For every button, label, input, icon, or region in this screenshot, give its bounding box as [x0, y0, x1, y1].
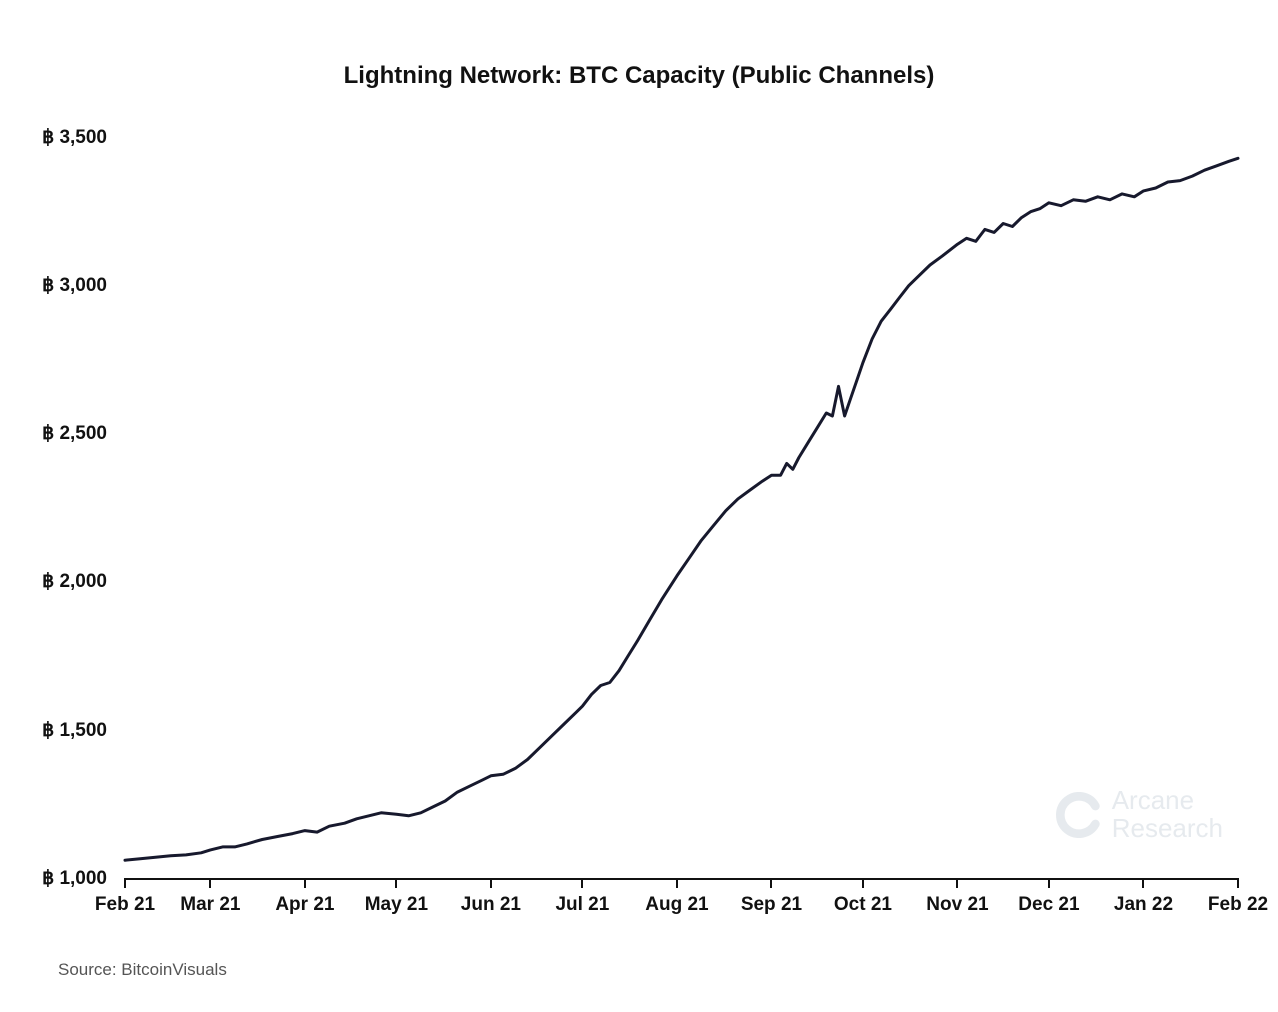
y-tick-label: ฿ 1,500: [0, 719, 107, 742]
x-tick-mark: [490, 878, 492, 888]
chart-title: Lightning Network: BTC Capacity (Public …: [0, 62, 1278, 90]
x-tick-label: Feb 21: [95, 894, 155, 916]
x-tick-mark: [770, 878, 772, 888]
x-tick-mark: [676, 878, 678, 888]
x-tick-mark: [1048, 878, 1050, 888]
x-tick-label: Apr 21: [275, 894, 334, 916]
x-tick-mark: [124, 878, 126, 888]
x-tick-label: Jul 21: [555, 894, 609, 916]
x-tick-mark: [862, 878, 864, 888]
x-tick-mark: [956, 878, 958, 888]
watermark-text: Arcane Research: [1112, 787, 1223, 842]
x-tick-mark: [1142, 878, 1144, 888]
x-tick-mark: [581, 878, 583, 888]
y-tick-label: ฿ 3,500: [0, 126, 107, 149]
x-tick-mark: [1237, 878, 1239, 888]
chart-container: Lightning Network: BTC Capacity (Public …: [0, 0, 1278, 1012]
x-tick-label: May 21: [365, 894, 428, 916]
x-tick-label: Jan 22: [1114, 894, 1173, 916]
x-tick-label: Mar 21: [180, 894, 240, 916]
x-tick-mark: [395, 878, 397, 888]
y-tick-label: ฿ 2,000: [0, 570, 107, 593]
x-tick-label: Jun 21: [461, 894, 521, 916]
plot-area: [125, 108, 1238, 880]
watermark-line1: Arcane: [1112, 787, 1223, 814]
x-tick-mark: [209, 878, 211, 888]
source-label: Source: BitcoinVisuals: [58, 960, 227, 980]
y-tick-label: ฿ 2,500: [0, 422, 107, 445]
x-tick-mark: [304, 878, 306, 888]
y-tick-label: ฿ 1,000: [0, 867, 107, 890]
x-tick-label: Dec 21: [1018, 894, 1079, 916]
watermark: Arcane Research: [1056, 787, 1223, 842]
x-tick-label: Sep 21: [741, 894, 802, 916]
x-tick-label: Oct 21: [834, 894, 892, 916]
watermark-line2: Research: [1112, 815, 1223, 842]
y-tick-label: ฿ 3,000: [0, 274, 107, 297]
x-tick-label: Nov 21: [926, 894, 988, 916]
x-tick-label: Aug 21: [645, 894, 708, 916]
x-tick-label: Feb 22: [1208, 894, 1268, 916]
arcane-logo-icon: [1056, 792, 1102, 838]
capacity-line: [125, 158, 1238, 860]
chart-line-svg: [125, 108, 1238, 882]
